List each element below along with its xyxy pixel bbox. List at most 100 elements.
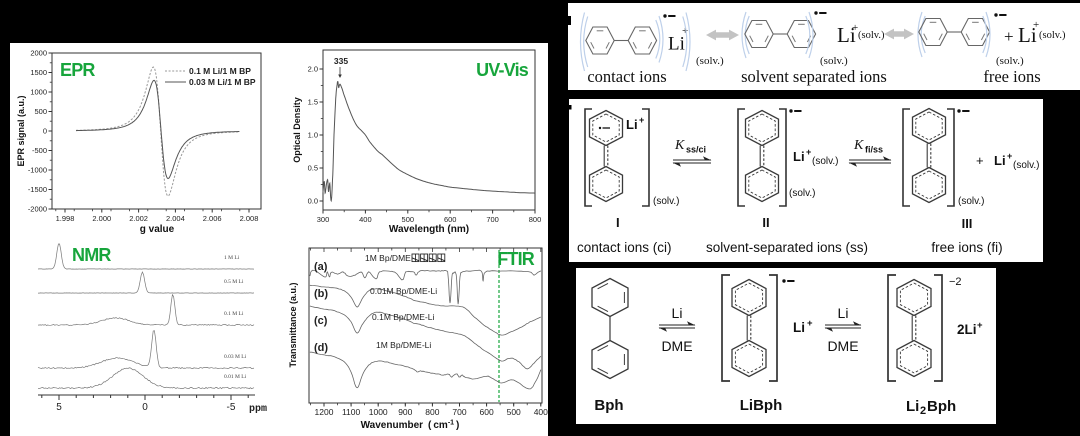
svg-text:+: +: [1033, 19, 1039, 31]
svg-text:Li: Li: [994, 153, 1006, 168]
svg-text:-1000: -1000: [28, 166, 47, 175]
svg-text:2.008: 2.008: [240, 214, 259, 223]
svg-text:−2: −2: [949, 276, 962, 288]
svg-text:+: +: [1007, 151, 1012, 161]
svg-text:1M Bp/DME: 1M Bp/DME: [365, 253, 411, 263]
svg-text:0.03 M Li: 0.03 M Li: [224, 354, 247, 360]
svg-text:1.998: 1.998: [56, 214, 75, 223]
svg-text:+: +: [977, 320, 983, 331]
svg-text:(d): (d): [314, 342, 328, 354]
svg-text:(solv.): (solv.): [696, 55, 724, 67]
svg-text:(solv.): (solv.): [653, 196, 679, 207]
svg-text:EPR signal (a.u.): EPR signal (a.u.): [16, 95, 26, 166]
svg-text:500: 500: [507, 407, 521, 417]
svg-text:I: I: [616, 215, 620, 230]
svg-text:800: 800: [529, 215, 542, 224]
svg-text:700: 700: [452, 407, 466, 417]
svg-text:fi/ss: fi/ss: [865, 145, 883, 155]
svg-text:-500: -500: [32, 146, 47, 155]
svg-text:600: 600: [480, 407, 494, 417]
svg-text:ss/ci: ss/ci: [686, 145, 706, 155]
svg-text:(c): (c): [314, 315, 328, 327]
svg-text:2.002: 2.002: [129, 214, 148, 223]
svg-text:0.5 M Li: 0.5 M Li: [224, 279, 244, 285]
svg-text:ppm: ppm: [249, 404, 267, 415]
svg-text:-1500: -1500: [28, 185, 47, 194]
svg-text:(solv.): (solv.): [858, 30, 885, 41]
svg-text:(a): (a): [314, 261, 328, 273]
svg-text:(b): (b): [314, 288, 328, 300]
svg-text:K: K: [853, 138, 864, 153]
svg-text:900: 900: [398, 407, 412, 417]
svg-text:+: +: [806, 147, 811, 157]
svg-text:Wavenumber ( cm-1 ): Wavenumber ( cm-1 ): [361, 420, 460, 432]
svg-text:2000: 2000: [30, 49, 47, 58]
svg-text:1.5: 1.5: [308, 98, 318, 107]
svg-text:(solv.): (solv.): [1039, 30, 1066, 41]
svg-text:400: 400: [359, 215, 372, 224]
svg-text:0.0: 0.0: [308, 197, 318, 206]
svg-text:contact ions (ci): contact ions (ci): [577, 240, 672, 255]
svg-text:Bph: Bph: [594, 397, 623, 414]
svg-text:(solv.): (solv.): [820, 55, 848, 67]
svg-text:0.5: 0.5: [308, 164, 318, 173]
svg-text:Transmittance (a.u.): Transmittance (a.u.): [288, 282, 298, 367]
svg-text:Wavelength (nm): Wavelength (nm): [389, 224, 469, 235]
svg-text:Optical Density: Optical Density: [292, 97, 302, 163]
svg-text:300: 300: [317, 215, 330, 224]
svg-text:0.01M Bp/DME-Li: 0.01M Bp/DME-Li: [370, 286, 437, 296]
svg-text:g value: g value: [140, 224, 175, 235]
svg-text:Li: Li: [838, 305, 849, 321]
svg-text:+: +: [639, 115, 644, 125]
svg-text:0.1 M Li/1 M BP: 0.1 M Li/1 M BP: [189, 66, 251, 76]
svg-text:1000: 1000: [369, 407, 388, 417]
svg-text:K: K: [674, 138, 685, 153]
svg-text:(solv.): (solv.): [1013, 160, 1039, 171]
svg-text:500: 500: [402, 215, 415, 224]
svg-text:FTIR: FTIR: [497, 249, 535, 269]
svg-text:2.000: 2.000: [92, 214, 111, 223]
svg-text:-5: -5: [227, 402, 236, 413]
svg-text:Li: Li: [626, 117, 638, 132]
svg-text:-2000: -2000: [28, 205, 47, 214]
svg-text:2.0: 2.0: [308, 65, 318, 74]
svg-text:Li: Li: [793, 149, 805, 164]
svg-text:(solv.): (solv.): [789, 188, 815, 199]
svg-text:II: II: [762, 215, 769, 230]
svg-text:1500: 1500: [30, 68, 47, 77]
svg-text:free ions: free ions: [983, 67, 1040, 86]
svg-text:DME: DME: [661, 338, 692, 354]
svg-text:1200: 1200: [315, 407, 334, 417]
svg-text:+: +: [1004, 27, 1014, 46]
svg-text:0.1 M Li: 0.1 M Li: [224, 311, 244, 317]
svg-text:(solv.): (solv.): [958, 196, 984, 207]
svg-text:LiBph: LiBph: [740, 397, 783, 414]
svg-text:600: 600: [444, 215, 457, 224]
svg-text:700: 700: [486, 215, 499, 224]
svg-text:0.01 M Li: 0.01 M Li: [224, 374, 247, 380]
svg-text:0: 0: [142, 402, 148, 413]
svg-text:2: 2: [920, 405, 926, 417]
svg-text:5: 5: [56, 402, 62, 413]
svg-text:Li: Li: [793, 320, 805, 335]
svg-text:+: +: [852, 22, 858, 34]
svg-text:Li: Li: [906, 398, 919, 415]
svg-text:contact ions: contact ions: [587, 67, 666, 86]
svg-text:Li: Li: [672, 305, 683, 321]
svg-text:III: III: [962, 216, 973, 231]
svg-text:1 M Li: 1 M Li: [224, 255, 240, 261]
svg-text:Li: Li: [837, 23, 856, 47]
svg-text:(solv.): (solv.): [812, 156, 838, 167]
svg-text:solvent-separated ions (ss): solvent-separated ions (ss): [706, 240, 868, 255]
svg-text:1M Bp/DME-Li: 1M Bp/DME-Li: [376, 340, 431, 350]
svg-text:EPR: EPR: [60, 60, 95, 80]
svg-text:solvent separated ions: solvent separated ions: [741, 67, 887, 86]
svg-text:2Li: 2Li: [957, 322, 977, 337]
svg-text:Li: Li: [668, 34, 685, 55]
svg-text:free ions (fi): free ions (fi): [931, 240, 1002, 255]
svg-text:0: 0: [43, 127, 47, 136]
svg-text:1100: 1100: [342, 407, 361, 417]
svg-text:0.1M Bp/DME-Li: 0.1M Bp/DME-Li: [372, 312, 434, 322]
svg-text:NMR: NMR: [72, 245, 111, 265]
svg-text:+: +: [976, 153, 984, 168]
